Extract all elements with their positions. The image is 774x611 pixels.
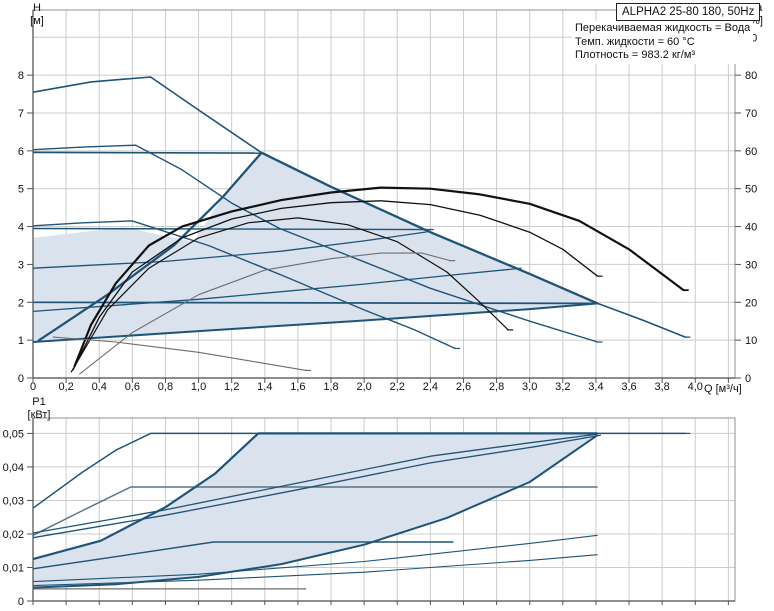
x-tick-label: 3,6 (621, 381, 636, 393)
p1-autoadapt-bottom-boundary (32, 434, 599, 589)
left-tick-label: 4 (18, 222, 24, 234)
left-tick-label: 0 (18, 596, 24, 608)
left-axis-header: H [м] (22, 2, 52, 28)
left-tick-label: 6 (18, 146, 24, 158)
left-tick-label: 0,02 (3, 529, 24, 541)
right-tick-label: 0 (745, 373, 751, 385)
fluid-info-line: Темп. жидкости = 60 °C (575, 35, 695, 48)
prop-pressure-2-curve (32, 267, 522, 313)
eta-min-curve (79, 252, 451, 375)
left-tick-label: 0 (18, 373, 24, 385)
x-tick-label: 1,8 (323, 381, 338, 393)
pump-model-title: ALPHA2 25-80 180, 50Hz (616, 3, 761, 21)
x-tick-label: 0 (30, 381, 36, 393)
right-tick-label: 40 (745, 222, 757, 234)
x-tick-label: 0,4 (92, 381, 107, 393)
speed-2-curve (32, 144, 598, 343)
right-tick-label: 20 (745, 297, 757, 309)
x-tick-label: 0,2 (58, 381, 73, 393)
p1-autoadapt-top-boundary (32, 432, 259, 561)
x-tick-label: 4,0 (688, 381, 703, 393)
eta-speed-3-curve (73, 186, 685, 368)
left-axis-label: H (33, 2, 41, 14)
eta-speed-2-curve (72, 200, 598, 371)
const-pressure-4-line (32, 227, 434, 231)
min-speed-curve (52, 336, 307, 371)
right-tick-label: 10 (745, 335, 757, 347)
x-tick-label: 1,2 (224, 381, 239, 393)
left-tick-label: 7 (18, 108, 24, 120)
left-tick-label: 0,05 (3, 428, 24, 440)
p1-speed-2-curve (32, 486, 598, 536)
right-tick-label: 70 (745, 108, 757, 120)
left-tick-label: 0,04 (3, 462, 24, 474)
power-axis-label: P1 (32, 396, 46, 408)
x-tick-label: 1,4 (257, 381, 272, 393)
x-tick-label: 2,4 (423, 381, 438, 393)
max-curve-boundary (260, 151, 599, 305)
x-tick-label: 3,0 (522, 381, 537, 393)
right-tick-label: 30 (745, 259, 757, 271)
const-pressure-2-line (32, 301, 598, 305)
power-flow-chart: 0 0,01 0,02 0,03 0,04 0,05 (3, 417, 736, 608)
fluid-info-line: Перекачиваемая жидкость = Вода (575, 22, 751, 34)
x-tick-label: 0,8 (158, 381, 173, 393)
power-operating-region (33, 433, 598, 588)
const-pressure-6-line (32, 151, 262, 154)
eta-speed-1-curve (70, 217, 509, 373)
left-tick-label: 0,01 (3, 562, 24, 574)
x-tick-label: 2,0 (356, 381, 371, 393)
right-tick-label: 80 (745, 70, 757, 82)
x-tick-label: 3,4 (588, 381, 603, 393)
left-tick-label: 0,03 (3, 495, 24, 507)
x-tick-label: 0,6 (125, 381, 140, 393)
right-tick-label: 60 (745, 146, 757, 158)
left-tick-label: 5 (18, 184, 24, 196)
p1-const-pressure-2-curve (32, 534, 598, 583)
x-tick-label: 2,8 (489, 381, 504, 393)
p1-speed-1-curve (32, 541, 454, 570)
x-tick-label: 3,8 (655, 381, 670, 393)
left-tick-label: 2 (18, 297, 24, 309)
left-axis-unit: [м] (30, 15, 44, 27)
fluid-info-box: Перекачиваемая жидкость = Вода Темп. жид… (572, 21, 754, 64)
left-tick-label: 1 (18, 335, 24, 347)
left-tick-label: 8 (18, 70, 24, 82)
x-tick-label: 2,2 (390, 381, 405, 393)
power-axis-header: P1 [кВт] (22, 396, 56, 422)
autoadapt-boundary (37, 151, 263, 342)
right-tick-label: 50 (745, 184, 757, 196)
fluid-info-line: Плотность = 983.2 кг/м³ (575, 49, 696, 61)
speed-1-curve (32, 220, 456, 350)
prop-pressure-1-curve (32, 302, 598, 343)
head-flow-chart: 0 0,2 0,4 0,6 0,8 1,0 1,2 1,4 1,6 1,8 2,0 2,2 2,4 2,6… (18, 9, 757, 393)
flow-axis-label: Q [м³/ч] (704, 383, 742, 395)
left-tick-label: 3 (18, 259, 24, 271)
x-tick-label: 2,6 (456, 381, 471, 393)
x-tick-label: 1,6 (290, 381, 305, 393)
p1-prop-pressure-3-curve (32, 433, 598, 534)
x-tick-label: 3,2 (555, 381, 570, 393)
x-tick-label: 1,0 (191, 381, 206, 393)
power-axis-unit: [кВт] (27, 409, 51, 421)
